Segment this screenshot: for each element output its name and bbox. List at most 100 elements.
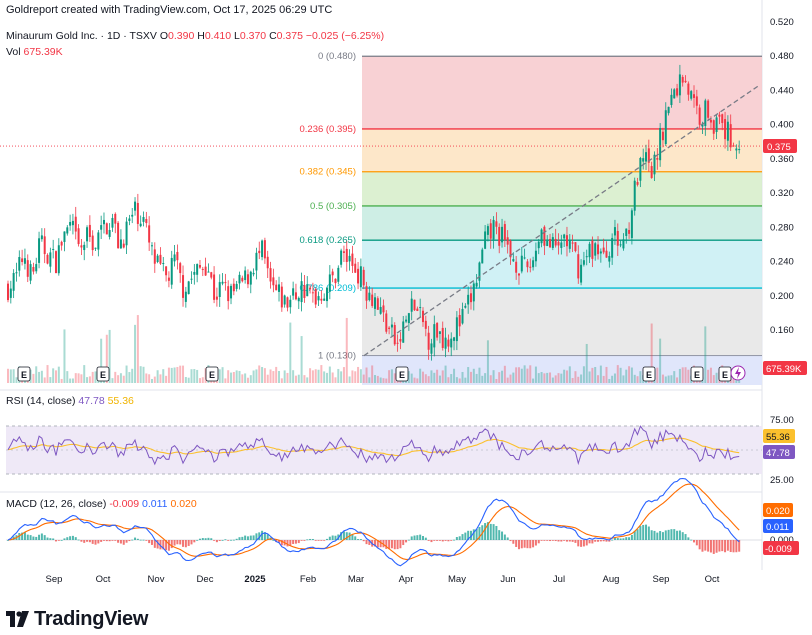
macd-histogram-bar	[351, 534, 354, 540]
fib-level-label: 0.5 (0.305)	[310, 201, 356, 212]
volume-bar	[554, 375, 557, 383]
volume-bar	[54, 370, 57, 383]
lightning-icon	[735, 367, 741, 379]
volume-bar	[69, 378, 72, 383]
symbol-label[interactable]: Minaurum Gold Inc. · 1D · TSXV	[6, 30, 157, 42]
volume-bar	[255, 369, 258, 383]
macd-histogram-bar	[232, 539, 235, 541]
macd-histogram-bar	[32, 536, 35, 540]
volume-bar	[241, 374, 244, 383]
earnings-marker-label: E	[209, 370, 215, 380]
macd-histogram-bar	[246, 536, 249, 540]
volume-bar	[280, 378, 283, 383]
volume-bar	[667, 375, 670, 383]
rsi-tag-label: 47.78	[766, 448, 790, 459]
macd-histogram-bar	[399, 540, 402, 549]
candle	[320, 298, 323, 301]
candle	[150, 245, 153, 247]
macd-histogram-bar	[379, 540, 382, 548]
volume-bar	[218, 369, 221, 383]
volume-bar	[111, 378, 114, 383]
candle	[701, 123, 704, 127]
candle	[153, 249, 156, 264]
volume-bar	[108, 329, 111, 383]
macd-histogram-bar	[57, 540, 60, 541]
candle	[86, 227, 89, 242]
candle	[21, 258, 24, 263]
volume-bar	[153, 376, 156, 383]
volume-bar	[458, 378, 461, 383]
candle	[433, 324, 436, 348]
macd-histogram-bar	[326, 538, 329, 540]
macd-histogram-bar	[501, 531, 504, 540]
volume-bar	[52, 368, 55, 383]
macd-histogram-bar	[40, 533, 43, 540]
price-tick-label: 0.240	[770, 257, 794, 268]
volume-bar	[275, 366, 278, 383]
volume-bar	[119, 373, 122, 383]
macd-histogram-bar	[557, 540, 560, 542]
candle	[213, 274, 216, 300]
macd-label[interactable]: MACD	[6, 498, 37, 510]
macd-histogram-bar	[563, 540, 566, 541]
rsi-label[interactable]: RSI	[6, 395, 24, 407]
volume-bar	[252, 370, 255, 383]
candle	[117, 222, 120, 249]
candle	[613, 227, 616, 236]
macd-histogram-bar	[334, 535, 337, 540]
candle	[244, 270, 247, 281]
volume-bar	[492, 370, 495, 383]
candle	[540, 229, 543, 244]
candle	[484, 231, 487, 249]
close-label: C	[269, 30, 277, 42]
volume-bar	[77, 373, 80, 383]
macd-histogram-bar	[221, 539, 224, 541]
volume-bar	[184, 377, 187, 383]
candle	[286, 297, 289, 308]
price-tick-label: 0.400	[770, 120, 794, 131]
candle	[176, 251, 179, 261]
open-label: O	[159, 30, 169, 42]
candle	[681, 76, 684, 83]
macd-histogram-bar	[667, 529, 670, 540]
rsi-tick-label: 25.00	[770, 475, 794, 486]
candle	[328, 274, 331, 292]
macd-histogram-bar	[441, 540, 444, 542]
candle	[551, 237, 554, 248]
volume-bar	[125, 365, 128, 383]
candle	[419, 307, 422, 309]
candle	[478, 262, 481, 281]
last-price-tag	[763, 139, 797, 154]
macd-histogram-bar	[681, 532, 684, 540]
macd-histogram-bar	[150, 540, 153, 545]
volume-bar	[345, 317, 348, 383]
macd-histogram-bar	[715, 540, 718, 553]
macd-histogram-bar	[549, 540, 552, 542]
price-tick-label: 0.200	[770, 291, 794, 302]
candle	[678, 74, 681, 96]
volume-bar	[450, 374, 453, 383]
macd-histogram-bar	[227, 540, 230, 541]
candle	[472, 283, 475, 302]
macd-histogram-bar	[447, 540, 450, 542]
volume-bar	[162, 369, 165, 383]
volume-bar	[438, 375, 441, 383]
candle	[148, 225, 151, 243]
candle	[43, 236, 46, 255]
fib-level-label: 0.618 (0.265)	[299, 235, 356, 246]
volume-bar	[678, 368, 681, 383]
macd-histogram-bar	[354, 536, 357, 540]
candle	[444, 337, 447, 349]
x-axis-label: Feb	[300, 574, 316, 585]
candle	[707, 100, 710, 118]
fib-level-label: 0.236 (0.395)	[299, 124, 356, 135]
candle	[526, 261, 529, 268]
macd-histogram-bar	[709, 540, 712, 553]
volume-bar	[472, 368, 475, 383]
candle	[495, 221, 498, 227]
macd-histogram-bar	[311, 538, 314, 540]
candle	[611, 237, 614, 258]
volume-bar	[659, 338, 662, 383]
volume-bar	[560, 373, 563, 383]
